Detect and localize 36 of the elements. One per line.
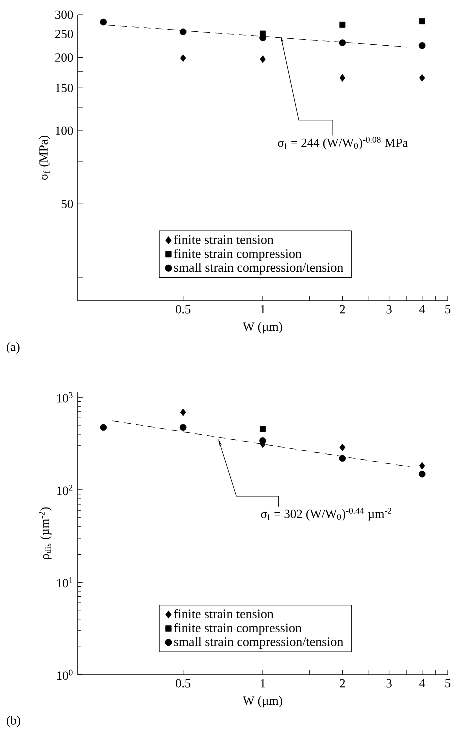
y-tick-label: 10$^{1}$ (57, 577, 73, 588)
x-axis-title: W (µm) (243, 696, 282, 708)
y-axis-title: σ$_{f}$ (MPa) (39, 136, 50, 180)
legend-label: small strain compression/tension (174, 637, 344, 649)
x-tick-label: 0.5 (176, 305, 191, 314)
x-tick-label: 1 (260, 305, 266, 314)
x-axis-title: W (µm) (243, 322, 282, 334)
legend-label: finite strain compression (174, 248, 302, 261)
x-tick-label: 4 (419, 305, 426, 314)
legend-label: finite strain tension (174, 235, 274, 244)
y-tick-label: 50 (62, 200, 74, 208)
y-tick-label: 100 (56, 126, 74, 136)
x-tick-label: 4 (419, 679, 426, 688)
y-tick-label: 150 (56, 84, 74, 92)
x-tick-label: 2 (340, 679, 346, 688)
x-tick-label: 3 (386, 305, 392, 314)
legend-label: small strain compression/tension (174, 262, 344, 275)
y-axis-title: ρ$_{dis}$ (µm$^{-2}$) (39, 508, 52, 560)
text: (b) (7, 716, 20, 728)
y-tick-label: 10$^{2}$ (57, 484, 73, 496)
x-tick-label: 2 (340, 305, 346, 314)
y-tick-label: 10$^{0}$ (57, 670, 73, 680)
y-tick-label: 200 (56, 54, 74, 62)
x-tick-label: 3 (386, 679, 392, 688)
text: (a) (7, 342, 20, 354)
x-tick-label: 5 (446, 679, 451, 688)
y-tick-label: 250 (56, 30, 74, 38)
y-tick-label: 300 (56, 10, 74, 20)
legend-label: finite strain compression (174, 623, 302, 636)
legend-label: finite strain tension (174, 609, 274, 619)
x-tick-label: 0.5 (176, 679, 191, 688)
annotation: σ$_{f}$ = 244 (W/W$_{0}$)$^{-0.08}$ MPa (278, 136, 408, 150)
y-tick-label: 10$^{3}$ (57, 392, 73, 403)
x-tick-label: 1 (260, 679, 266, 688)
x-tick-label: 5 (446, 305, 451, 314)
annotation: σ$_{f}$ = 302 (W/W$_{0}$)$^{-0.44}$ µm$^{-2}$ (261, 508, 392, 521)
